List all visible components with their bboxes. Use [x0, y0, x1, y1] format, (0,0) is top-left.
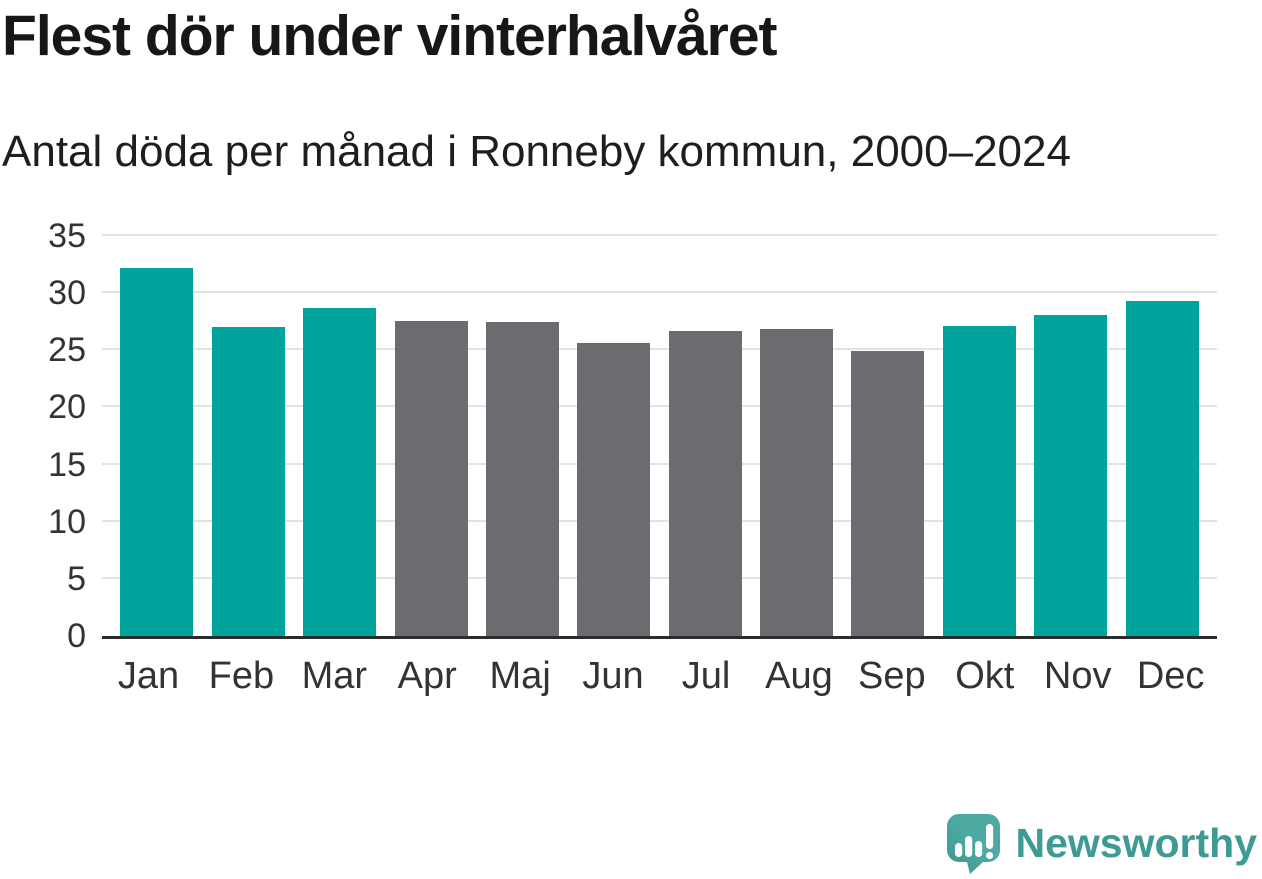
y-tick-label-30: 30 [48, 274, 86, 313]
gridline-35 [102, 234, 1217, 236]
bar-maj [485, 321, 559, 636]
bar-okt [942, 326, 1016, 636]
x-tick-label-mar: Mar [301, 655, 368, 697]
chart-subtitle: Antal döda per månad i Ronneby kommun, 2… [2, 127, 1071, 176]
chart-title: Flest dör under vinterhalvåret [2, 4, 778, 68]
y-tick-label-0: 0 [67, 617, 86, 655]
bar-aug [760, 328, 833, 636]
newsworthy-bar-chart-speech-bubble-icon [946, 814, 1000, 874]
plot-area [102, 234, 1217, 639]
x-tick-label-jun: Jun [582, 655, 644, 697]
x-tick-label-jul: Jul [681, 655, 731, 697]
bar-jun [577, 343, 651, 636]
newsworthy-logo: Newsworthy [943, 812, 1258, 875]
newsworthy-wordmark: Newsworthy [1015, 820, 1258, 866]
y-axis-tick-labels: 0 5 10 15 20 25 30 35 [0, 219, 86, 653]
bar-apr [394, 320, 468, 636]
x-tick-label-sep: Sep [858, 655, 926, 697]
bar-mar [303, 308, 377, 636]
y-tick-label-25: 25 [48, 331, 86, 370]
y-tick-label-20: 20 [48, 388, 86, 427]
x-axis-tick-labels: Jan Feb Mar Apr Maj Jun Jul Aug Sep Okt Nov Dec [102, 652, 1217, 701]
bar-jul [668, 330, 742, 636]
bar-series [102, 236, 1217, 636]
x-tick-label-nov: Nov [1043, 655, 1112, 697]
gridline-25 [102, 348, 1217, 351]
gridline-15 [102, 462, 1217, 465]
x-tick-label-apr: Apr [397, 655, 457, 697]
y-tick-label-15: 15 [48, 445, 86, 484]
x-tick-label-jan: Jan [117, 655, 180, 697]
gridline-10 [102, 519, 1217, 522]
gridline-20 [102, 405, 1217, 408]
bar-nov [1034, 314, 1108, 636]
x-tick-label-dec: Dec [1136, 655, 1205, 697]
y-tick-label-10: 10 [48, 502, 86, 541]
gridline-5 [102, 576, 1217, 579]
bar-jan [120, 268, 194, 636]
x-tick-label-aug: Aug [765, 655, 833, 697]
x-tick-label-maj: Maj [489, 655, 551, 697]
gridline-30 [102, 291, 1217, 294]
bar-dec [1125, 301, 1199, 636]
bar-sep [851, 351, 925, 636]
x-tick-label-okt: Okt [955, 655, 1015, 697]
x-tick-label-feb: Feb [208, 655, 275, 697]
bar-feb [211, 327, 285, 636]
y-tick-label-35: 35 [48, 217, 86, 255]
y-tick-label-5: 5 [67, 559, 86, 598]
